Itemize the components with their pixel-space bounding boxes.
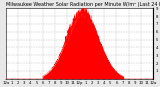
- Text: Milwaukee Weather Solar Radiation per Minute W/m² (Last 24 Hours): Milwaukee Weather Solar Radiation per Mi…: [6, 2, 160, 7]
